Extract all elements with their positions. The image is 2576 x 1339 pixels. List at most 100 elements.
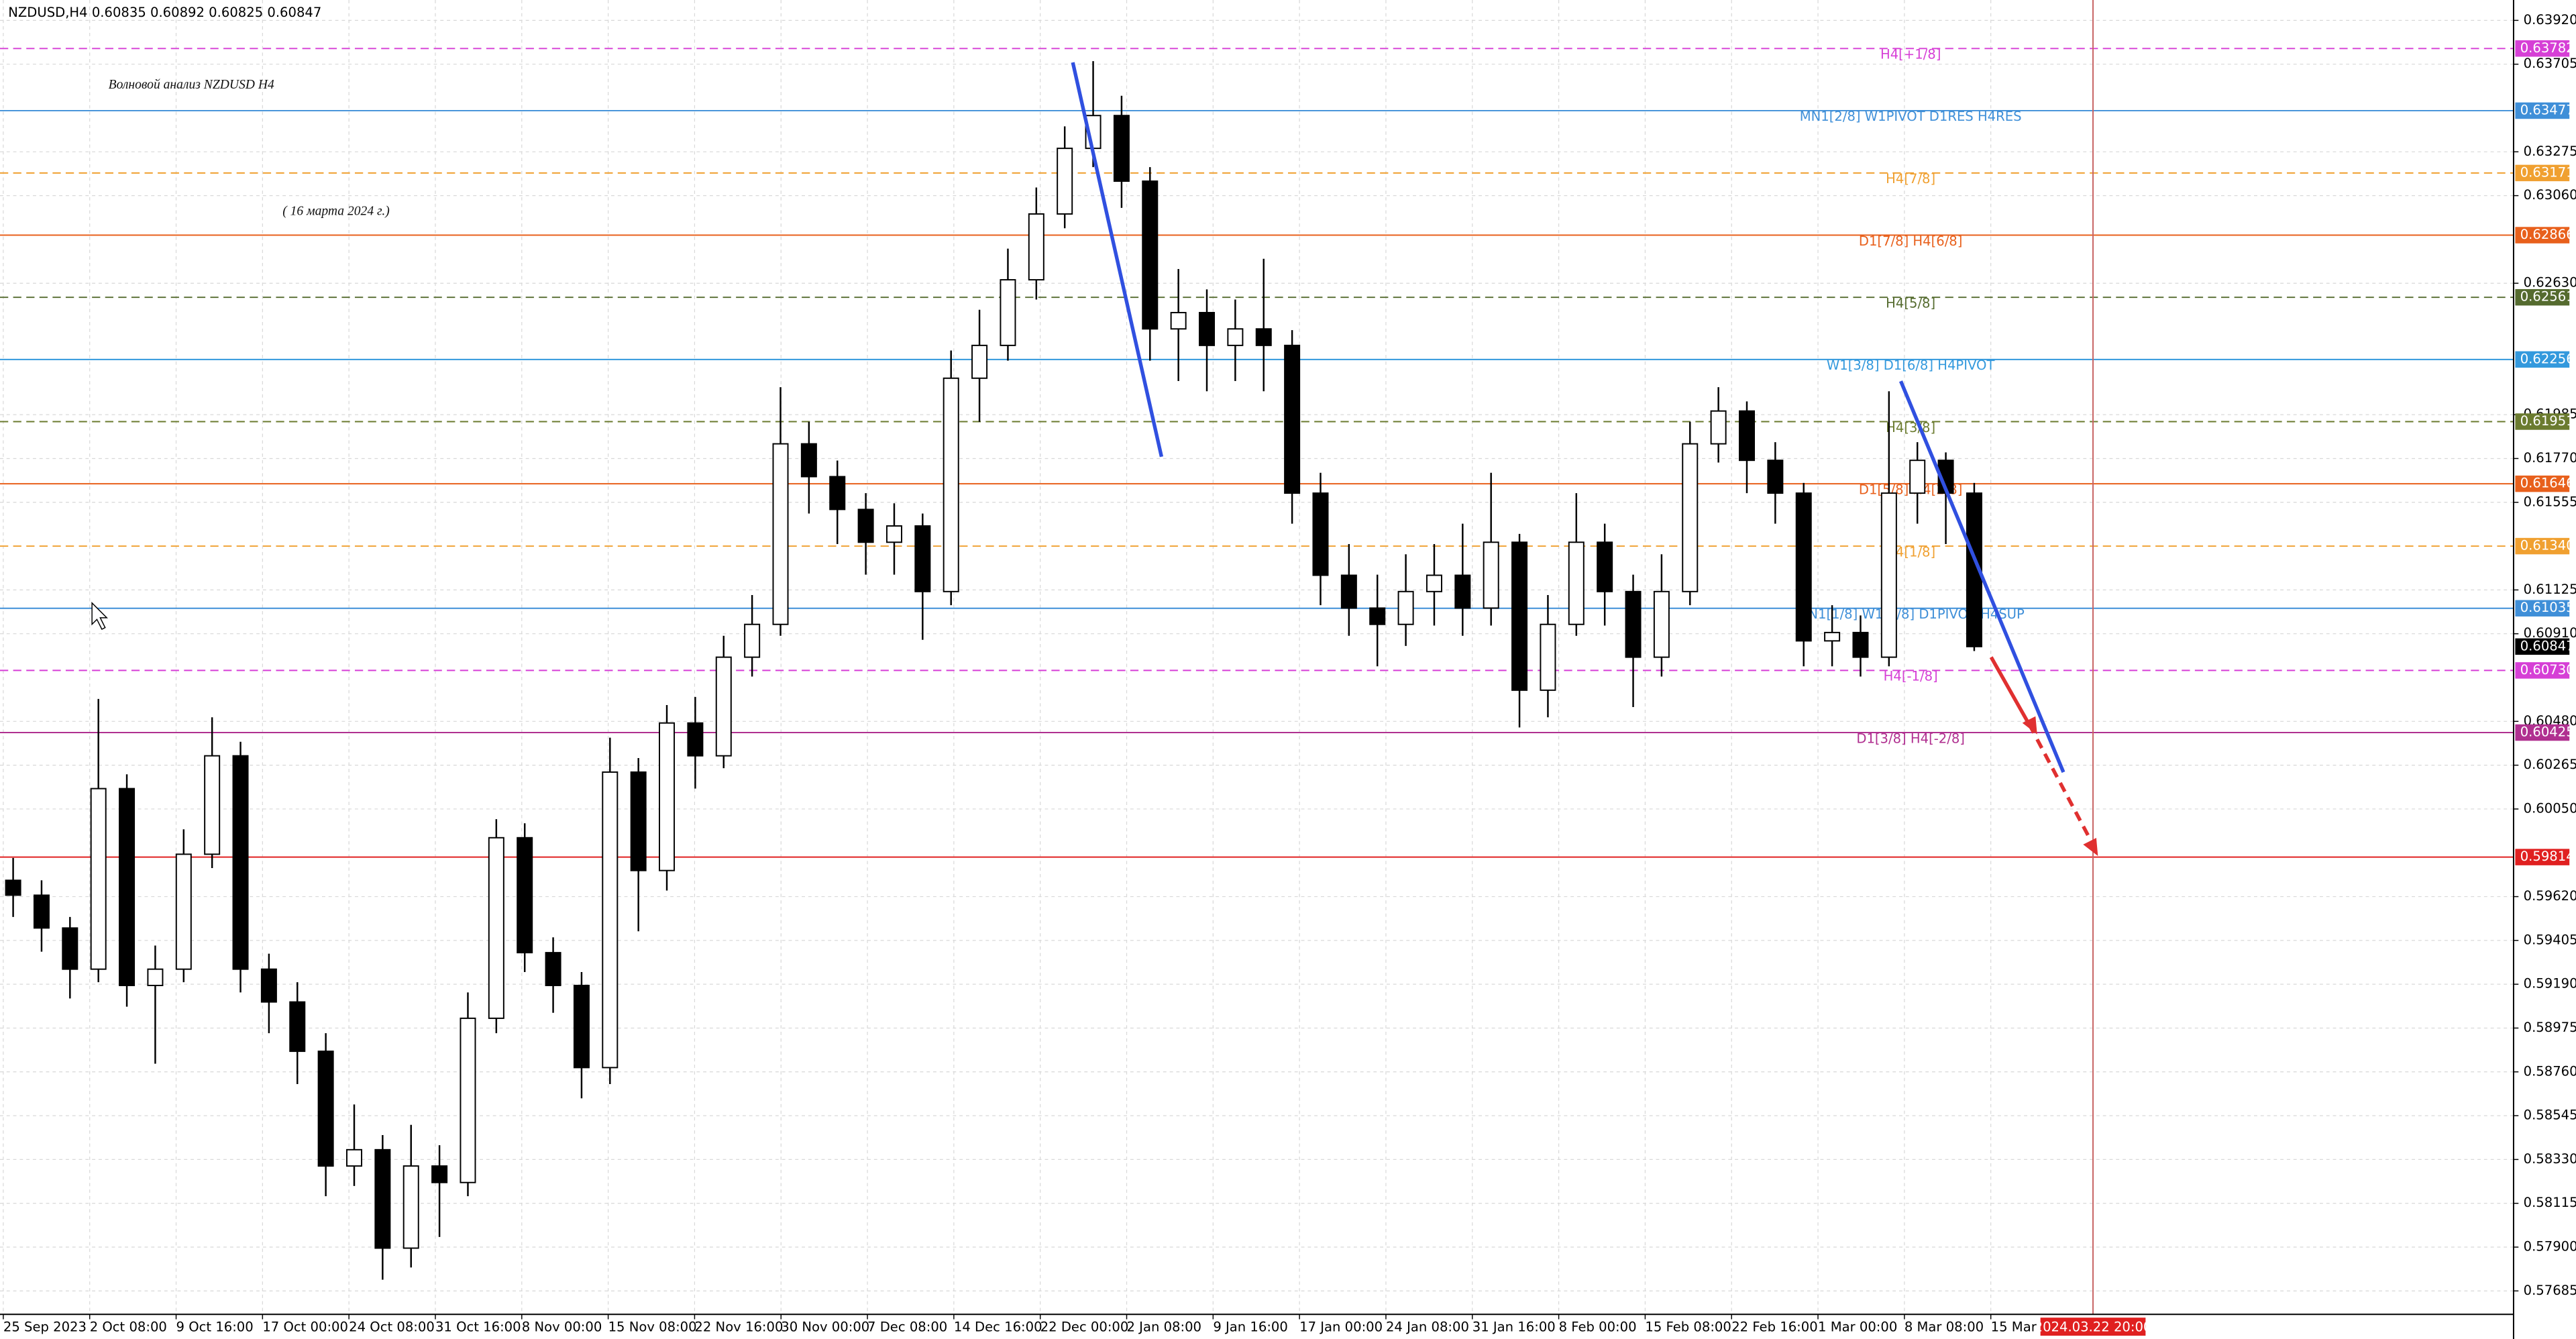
candle-body [687, 722, 704, 757]
candle-body [1568, 541, 1585, 625]
level-price-label: 0.62561 [2520, 289, 2575, 305]
level-price-label: 0.61951 [2520, 413, 2575, 429]
candle-body [232, 755, 249, 970]
level-price-label: 0.63171 [2520, 164, 2575, 180]
candle-body [1880, 492, 1897, 658]
level-name: H4[5/8] [1886, 295, 1935, 311]
y-tick-label: 0.61125 [2524, 582, 2576, 597]
y-tick-label: 0.58330 [2524, 1151, 2576, 1167]
candle-body [1739, 410, 1756, 462]
x-tick-label: 2 Oct 08:00 [90, 1319, 167, 1334]
level-price-box [2515, 227, 2570, 244]
level-price-label: 0.61646 [2520, 476, 2575, 491]
x-tick-label: 9 Oct 16:00 [176, 1319, 254, 1334]
x-tick-label: 8 Feb 00:00 [1559, 1319, 1637, 1334]
y-tick-label: 0.59620 [2524, 888, 2576, 904]
x-tick-label: 8 Nov 00:00 [522, 1319, 602, 1334]
candle-body [857, 508, 874, 543]
chart-subtitle: ( 16 марта 2024 г.) [282, 204, 390, 218]
x-tick-label: 7 Dec 08:00 [867, 1319, 947, 1334]
candle-body [1767, 460, 1784, 494]
candle-body [744, 623, 761, 658]
level-price-label: 0.63477 [2520, 102, 2575, 117]
candle-body [204, 755, 221, 855]
level-price-label: 0.61035 [2520, 600, 2575, 615]
y-tick-label: 0.62630 [2524, 275, 2576, 290]
candle-body [175, 853, 192, 970]
level-name: H4[-1/8] [1884, 669, 1938, 684]
candle-body [573, 985, 590, 1069]
x-tick-label: 14 Dec 16:00 [954, 1319, 1042, 1334]
x-tick-label: 25 Sep 2023 [3, 1319, 87, 1334]
x-tick-label: 2 Jan 08:00 [1127, 1319, 1202, 1334]
level-price-box [2515, 102, 2570, 119]
level-price-label: 0.60425 [2520, 725, 2575, 740]
level-name: H4[7/8] [1886, 171, 1935, 186]
y-tick-label: 0.59405 [2524, 932, 2576, 947]
x-tick-label: 24 Oct 08:00 [349, 1319, 435, 1334]
level-name: H4[3/8] [1886, 420, 1935, 435]
level-price-box [2515, 164, 2570, 182]
level-price-box [2515, 413, 2570, 430]
y-tick-label: 0.61555 [2524, 494, 2576, 509]
level-name: D1[7/8] H4[6/8] [1859, 233, 1963, 249]
current-price-label: 0.60847 [2520, 638, 2575, 653]
level-name: W1[3/8] D1[6/8] H4PIVOT [1827, 358, 1996, 373]
y-tick-label: 0.58975 [2524, 1020, 2576, 1035]
trend-line [1898, 380, 2065, 773]
level-price-box [2515, 288, 2570, 306]
level-price-box [2515, 40, 2570, 57]
level-price-box [2515, 475, 2570, 492]
candle-body [1113, 115, 1130, 182]
candle-body [147, 968, 164, 986]
x-tick-label: 31 Oct 16:00 [435, 1319, 521, 1334]
candle-body [346, 1148, 363, 1167]
level-price-box [2515, 351, 2570, 368]
level-price-label: 0.63782 [2520, 40, 2575, 56]
candle-body [1795, 492, 1812, 642]
candle-body [1028, 213, 1044, 281]
x-tick-label: 17 Oct 00:00 [262, 1319, 348, 1334]
x-tick-label: 31 Jan 16:00 [1472, 1319, 1556, 1334]
candle-body [885, 525, 902, 543]
candles [5, 61, 1982, 1280]
candle-body [602, 771, 619, 1069]
level-price-label: 0.59814 [2520, 849, 2575, 864]
levels: H4[+1/8] MN1[2/8] W1PIVOT D1RES H4RES H4[7… [0, 47, 2514, 858]
candle-body [119, 788, 136, 986]
level-price-label: 0.62866 [2520, 227, 2575, 242]
candle-body [1966, 492, 1982, 647]
arrow-head [2083, 838, 2098, 856]
y-tick-label: 0.58115 [2524, 1195, 2576, 1210]
candle-body [1454, 574, 1471, 609]
candle-body [374, 1148, 391, 1249]
y-tick-label: 0.57900 [2524, 1239, 2576, 1254]
candle-body [5, 879, 21, 896]
candle-body [1227, 328, 1244, 346]
level-price-label: 0.62256 [2520, 351, 2575, 366]
candle-body [1426, 574, 1442, 592]
candle-body [460, 1017, 476, 1183]
candle-body [1852, 631, 1869, 658]
candle-body [1710, 410, 1727, 445]
candle-body [914, 525, 931, 592]
forecast-arrow [2035, 738, 2096, 849]
mouse-cursor [91, 602, 108, 630]
candle-body [971, 344, 988, 379]
level-price-label: 0.60730 [2520, 662, 2575, 678]
level-price-box [2515, 724, 2570, 741]
x-tick-label: 8 Mar 08:00 [1904, 1319, 1984, 1334]
cursor-time-box [2040, 1318, 2146, 1336]
level-price-box [2515, 849, 2570, 865]
y-tick-label: 0.60265 [2524, 757, 2576, 772]
candle-body [431, 1165, 448, 1183]
candle-body [1369, 607, 1386, 625]
axis-labels: 0.63920 0.63705 0.63275 0.63060 0.62630 0.619… [3, 12, 2576, 1336]
y-tick-label: 0.58545 [2524, 1108, 2576, 1123]
y-tick-label: 0.61770 [2524, 450, 2576, 466]
candle-body [517, 837, 533, 954]
x-tick-label: 15 Nov 08:00 [608, 1319, 697, 1334]
